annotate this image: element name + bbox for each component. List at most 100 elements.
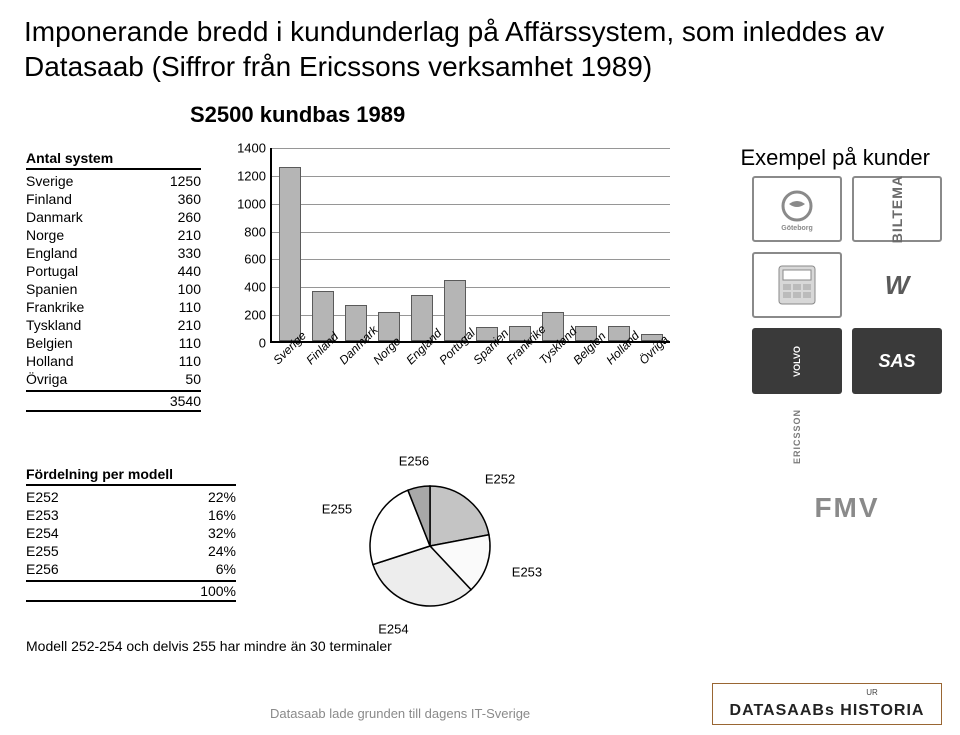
table-row: E253 16% bbox=[26, 506, 236, 524]
customer-logo: Göteborg bbox=[752, 176, 842, 242]
x-tick-label: Danmark bbox=[337, 342, 362, 367]
row-value: 100 bbox=[178, 281, 201, 297]
pie-label: E254 bbox=[378, 621, 408, 634]
footer-text: Datasaab lade grunden till dagens IT-Sve… bbox=[270, 706, 530, 721]
table-row: E256 6% bbox=[26, 560, 236, 578]
systems-table: Antal system Sverige1250Finland360Danmar… bbox=[26, 150, 201, 412]
footer-logo: UR DATASAABs HISTORIA bbox=[712, 683, 942, 725]
customer-logo: SAS bbox=[852, 328, 942, 394]
footnote: Modell 252-254 och delvis 255 har mindre… bbox=[26, 638, 392, 654]
x-tick-label: Frankrike bbox=[503, 342, 528, 367]
x-tick-label: Tyskland bbox=[537, 342, 562, 367]
row-label: E256 bbox=[26, 561, 59, 577]
x-tick-label: Holland bbox=[603, 342, 628, 367]
table-row: Sverige 1250 bbox=[26, 172, 201, 190]
table-row: Norge 210 bbox=[26, 226, 201, 244]
x-tick-label: England bbox=[403, 342, 428, 367]
row-label: Belgien bbox=[26, 335, 73, 351]
customer-logo: W bbox=[852, 252, 942, 318]
row-pct: 22% bbox=[208, 489, 236, 505]
x-tick-label: Finland bbox=[303, 342, 328, 367]
row-pct: 24% bbox=[208, 543, 236, 559]
table-row: E252 22% bbox=[26, 488, 236, 506]
row-label: Tyskland bbox=[26, 317, 81, 333]
table-row: Spanien 100 bbox=[26, 280, 201, 298]
y-tick-label: 1000 bbox=[232, 196, 266, 211]
row-label: Holland bbox=[26, 353, 73, 369]
row-label: Finland bbox=[26, 191, 72, 207]
row-value: 50 bbox=[185, 371, 201, 387]
y-tick-label: 400 bbox=[232, 280, 266, 295]
x-tick-label: Norge bbox=[370, 342, 395, 367]
table-row: Övriga 50 bbox=[26, 370, 201, 388]
row-label: Sverige bbox=[26, 173, 73, 189]
row-value: 1250 bbox=[170, 173, 201, 189]
example-title: Exempel på kunder bbox=[740, 145, 930, 171]
row-label: Portugal bbox=[26, 263, 78, 279]
row-pct: 16% bbox=[208, 507, 236, 523]
row-label: Spanien bbox=[26, 281, 77, 297]
table-row: Belgien 110 bbox=[26, 334, 201, 352]
pie-label: E256 bbox=[399, 454, 429, 469]
row-label: Övriga bbox=[26, 371, 67, 387]
x-tick-label: Spanien bbox=[470, 342, 495, 367]
y-tick-label: 0 bbox=[232, 336, 266, 351]
y-tick-label: 1400 bbox=[232, 141, 266, 156]
model-table: Fördelning per modell E25222%E25316%E254… bbox=[26, 466, 236, 602]
y-tick-label: 600 bbox=[232, 252, 266, 267]
row-label: E252 bbox=[26, 489, 59, 505]
customer-logo: ERICSSON bbox=[752, 404, 842, 470]
y-tick-label: 1200 bbox=[232, 168, 266, 183]
x-tick-label: Portugal bbox=[437, 342, 462, 367]
row-value: 360 bbox=[178, 191, 201, 207]
y-tick-label: 800 bbox=[232, 224, 266, 239]
table-row: Holland 110 bbox=[26, 352, 201, 370]
table-row: Danmark 260 bbox=[26, 208, 201, 226]
svg-text:DATASAABs HISTORIA: DATASAABs HISTORIA bbox=[730, 702, 925, 719]
x-tick-label: Övriga bbox=[637, 342, 662, 367]
row-value: 210 bbox=[178, 317, 201, 333]
footer-logo-top: UR bbox=[866, 688, 878, 697]
row-value: 110 bbox=[179, 299, 201, 315]
bar-chart: 0 200 400 600 800 1000 1200 1400 Sverige Finland… bbox=[230, 140, 690, 400]
row-label: England bbox=[26, 245, 77, 261]
row-label: Danmark bbox=[26, 209, 83, 225]
table-row: E255 24% bbox=[26, 542, 236, 560]
table-row: Frankrike 110 bbox=[26, 298, 201, 316]
row-label: Norge bbox=[26, 227, 64, 243]
customer-logo: FMV bbox=[752, 480, 942, 536]
pie-label: E255 bbox=[322, 501, 352, 516]
pie-label: E252 bbox=[485, 472, 515, 487]
row-value: 260 bbox=[178, 209, 201, 225]
x-tick-label: Belgien bbox=[570, 342, 595, 367]
row-label: E253 bbox=[26, 507, 59, 523]
pie-chart: E252 E253 E254 E255 E256 bbox=[310, 454, 610, 634]
chart-title: S2500 kundbas 1989 bbox=[190, 102, 405, 128]
row-pct: 32% bbox=[208, 525, 236, 541]
model-table-total: 100% bbox=[26, 580, 236, 602]
row-value: 110 bbox=[179, 335, 201, 351]
table-row: E25432% bbox=[26, 524, 236, 542]
row-value: 330 bbox=[178, 245, 201, 261]
row-pct: 6% bbox=[216, 561, 236, 577]
x-tick-label: Sverige bbox=[270, 342, 295, 367]
title-line-1: Imponerande bredd i kundunderlag på Affä… bbox=[24, 16, 884, 47]
slide-title: Imponerande bredd i kundunderlag på Affä… bbox=[0, 0, 960, 84]
row-value: 210 bbox=[178, 227, 201, 243]
systems-table-header: Antal system bbox=[26, 150, 201, 170]
customer-logo: BILTEMA bbox=[852, 176, 942, 242]
svg-text:Göteborg: Göteborg bbox=[781, 225, 813, 232]
bar bbox=[279, 167, 301, 341]
title-line-2: Datasaab (Siffror från Ericssons verksam… bbox=[24, 51, 652, 82]
row-label: E255 bbox=[26, 543, 59, 559]
pie-label: E253 bbox=[512, 565, 542, 580]
customer-logos: Göteborg BILTEMA WVOLVOSASERICSSON FMV bbox=[752, 176, 942, 536]
row-label: Frankrike bbox=[26, 299, 84, 315]
table-row: Tyskland 210 bbox=[26, 316, 201, 334]
table-row: England 330 bbox=[26, 244, 201, 262]
customer-logo bbox=[752, 252, 842, 318]
customer-logo: VOLVO bbox=[752, 328, 842, 394]
systems-table-total: 3540 bbox=[26, 390, 201, 412]
row-value: 110 bbox=[179, 353, 201, 369]
y-tick-label: 200 bbox=[232, 308, 266, 323]
